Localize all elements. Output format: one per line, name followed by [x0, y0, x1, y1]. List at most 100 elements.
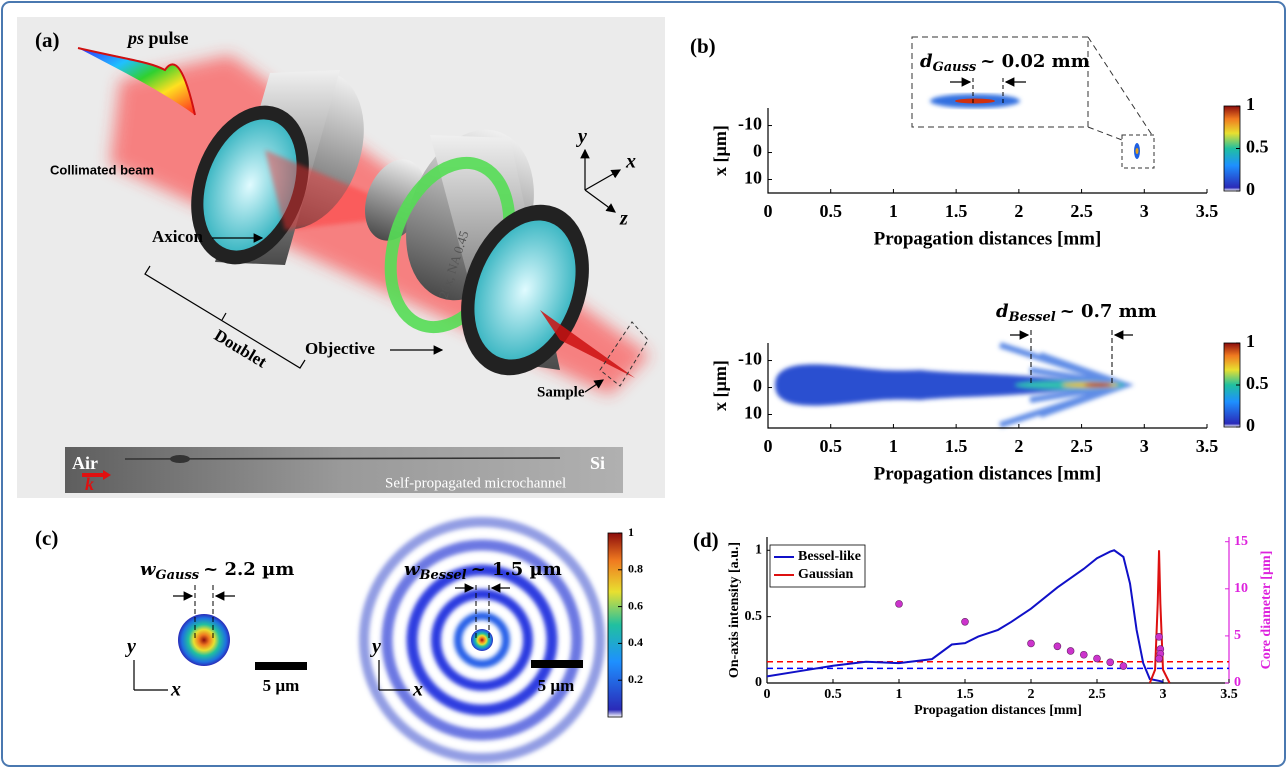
microchannel-label: Self-propagated microchannel: [385, 475, 566, 491]
si-label: Si: [590, 453, 605, 473]
panel-a: 20x, NA 0.45 y x z (a) ps pulse Collimat…: [17, 17, 665, 498]
annotation-subscript: Gauss: [156, 568, 200, 583]
gauss-spot: [178, 614, 230, 666]
panel-label: (c): [35, 526, 58, 550]
y-axis-label: x [µm]: [710, 125, 730, 176]
x-tick-label: 1: [889, 201, 898, 221]
annotation-subscript: Bessel: [1008, 310, 1056, 325]
colorbar-tick-label: 0: [1246, 179, 1255, 199]
air-label: Air: [72, 453, 98, 473]
x-axis-label: Propagation distances [mm]: [874, 228, 1102, 249]
x-tick-label: 0.5: [819, 436, 842, 456]
colorbar: [608, 533, 622, 717]
axis-letter: x: [170, 679, 181, 701]
x-tick-label: 2.5: [1088, 687, 1106, 702]
x-tick-label: 2: [1014, 201, 1023, 221]
x-tick-label: 0.5: [819, 201, 842, 221]
y-tick-label: 0: [753, 141, 762, 161]
scatter-point: [1107, 659, 1114, 666]
y2-tick-label: 0: [1234, 675, 1241, 690]
k-label: k: [85, 474, 94, 494]
colorbar-tick-label: 1: [1246, 94, 1255, 114]
scale-bar-label: 5 µm: [538, 676, 575, 695]
bessel-core: [471, 629, 493, 651]
x-tick-label: 3: [1140, 201, 1149, 221]
gauss-core: [1136, 148, 1139, 154]
axis-letter: y: [370, 636, 381, 658]
x-tick-label: 2: [1028, 687, 1035, 702]
x-tick-label: 1.5: [945, 201, 968, 221]
scatter-point: [1094, 655, 1101, 662]
x-tick-label: 1: [889, 436, 898, 456]
scale-bar: [531, 660, 583, 668]
legend-label: Gaussian: [798, 567, 853, 582]
x-tick-label: 3: [1160, 687, 1167, 702]
y2-tick-label: 5: [1234, 628, 1241, 643]
colorbar-tick-label: 0.5: [1246, 373, 1269, 393]
annotation-text: ~ 0.02 mm: [980, 51, 1090, 72]
x-tick-label: 0: [764, 687, 771, 702]
objective-label: Objective: [305, 339, 375, 358]
microchannel-entry: [170, 455, 190, 463]
gauss-inset-core: [955, 99, 995, 104]
scatter-point: [1067, 647, 1074, 654]
x-axis-label: Propagation distances [mm]: [914, 703, 1082, 718]
panel-label: (a): [35, 28, 60, 52]
x-axis-label: Propagation distances [mm]: [874, 463, 1102, 484]
annotation-symbol: d: [920, 51, 933, 72]
pulse-label: ps pulse: [126, 28, 189, 48]
axis-letter: x: [412, 679, 423, 701]
annotation-symbol: w: [140, 559, 157, 580]
scatter-point: [962, 618, 969, 625]
collimated-label: Collimated beam: [50, 162, 154, 177]
scatter-point: [896, 600, 903, 607]
microchannel: [125, 458, 560, 459]
y2-tick-label: 10: [1234, 581, 1248, 596]
colorbar-tick-label: 1: [628, 525, 634, 539]
scatter-point: [1054, 643, 1061, 650]
x-tick-label: 1.5: [945, 436, 968, 456]
legend-label: Bessel-like: [798, 549, 861, 564]
annotation-subscript: Gauss: [933, 60, 977, 75]
axis-letter: x: [625, 151, 636, 173]
sample-label: Sample: [537, 384, 585, 400]
x-tick-label: 1.5: [956, 687, 974, 702]
y2-tick-label: 15: [1234, 534, 1248, 549]
pulse-word: pulse: [149, 28, 189, 48]
x-tick-label: 0.5: [824, 687, 842, 702]
scale-bar: [255, 662, 307, 670]
axicon-label: Axicon: [152, 227, 204, 246]
y-tick-label: 0: [753, 376, 762, 396]
annotation-text: ~ 0.7 mm: [1060, 301, 1157, 322]
x-tick-label: 0: [764, 436, 773, 456]
y-tick-label: -10: [738, 114, 762, 134]
annotation-symbol: w: [404, 559, 421, 580]
y-tick-label: -10: [738, 349, 762, 369]
y2-axis-label: Core diameter [µm]: [1259, 551, 1274, 670]
axis-letter: z: [619, 208, 628, 230]
scatter-point: [1156, 655, 1163, 662]
x-tick-label: 2.5: [1070, 436, 1093, 456]
pulse-prefix: ps: [126, 28, 144, 48]
x-tick-label: 3.5: [1196, 201, 1219, 221]
scale-bar-label: 5 µm: [263, 676, 300, 695]
y-tick-label: 0.5: [745, 609, 763, 624]
y-tick-label: 0: [755, 675, 762, 690]
scatter-point: [1156, 633, 1163, 640]
annotation-text: ~ 2.2 µm: [203, 559, 294, 580]
panel-label: (b): [690, 34, 716, 58]
colorbar-tick-label: 0.4: [628, 635, 643, 649]
colorbar-tick-label: 0.6: [628, 598, 643, 612]
annotation-text: ~ 1.5 µm: [471, 559, 562, 580]
scatter-point: [1080, 651, 1087, 658]
y-axis-label: On-axis intensity [a.u.]: [727, 542, 742, 678]
x-tick-label: 2.5: [1070, 201, 1093, 221]
x-tick-label: 3: [1140, 436, 1149, 456]
colorbar-tick-label: 1: [1246, 331, 1255, 351]
y-tick-label: 10: [744, 168, 762, 188]
x-tick-label: 3.5: [1196, 436, 1219, 456]
y-tick-label: 1: [755, 542, 762, 557]
x-tick-label: 2: [1014, 436, 1023, 456]
colorbar-tick-label: 0.8: [628, 562, 643, 576]
colorbar-tick-label: 0.2: [628, 672, 643, 686]
